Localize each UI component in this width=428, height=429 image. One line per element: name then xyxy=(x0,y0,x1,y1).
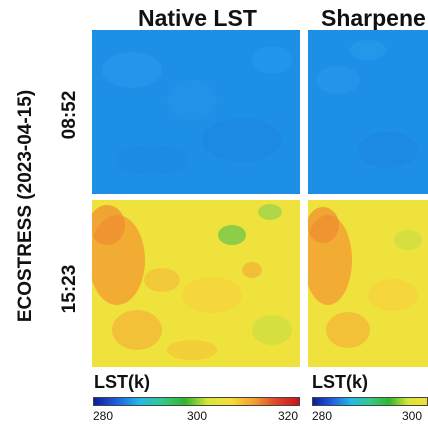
row-label-morning: 08:52 xyxy=(59,90,80,140)
row-label-afternoon: 15:23 xyxy=(59,264,80,314)
panel-native-afternoon xyxy=(92,200,300,367)
colorbar-tick-label: 300 xyxy=(402,409,423,423)
colorbar-native xyxy=(93,397,300,406)
lst-map-sharpened-afternoon xyxy=(308,200,428,367)
panel-sharpened-morning xyxy=(308,30,428,194)
colorbar-tick-label: 280 xyxy=(312,409,333,423)
panel-sharpened-afternoon xyxy=(308,200,428,367)
column-title-native: Native LST xyxy=(138,5,257,31)
panel-native-morning xyxy=(92,30,300,194)
row-group-label: ECOSTRESS (2023-04-15) xyxy=(15,89,36,323)
lst-map-sharpened-morning xyxy=(308,30,428,194)
lst-map-native-morning xyxy=(92,30,300,194)
lst-map-native-afternoon xyxy=(92,200,300,367)
colorbar-tick-label: 280 xyxy=(93,409,114,423)
colorbar-tick-label: 300 xyxy=(187,409,208,423)
colorbar-title-sharpened: LST(k) xyxy=(312,372,368,392)
column-title-sharpened: Sharpene xyxy=(321,5,426,31)
colorbar-title-native: LST(k) xyxy=(94,372,150,392)
colorbar-tick-label: 320 xyxy=(278,409,299,423)
colorbar-sharpened xyxy=(312,397,428,406)
